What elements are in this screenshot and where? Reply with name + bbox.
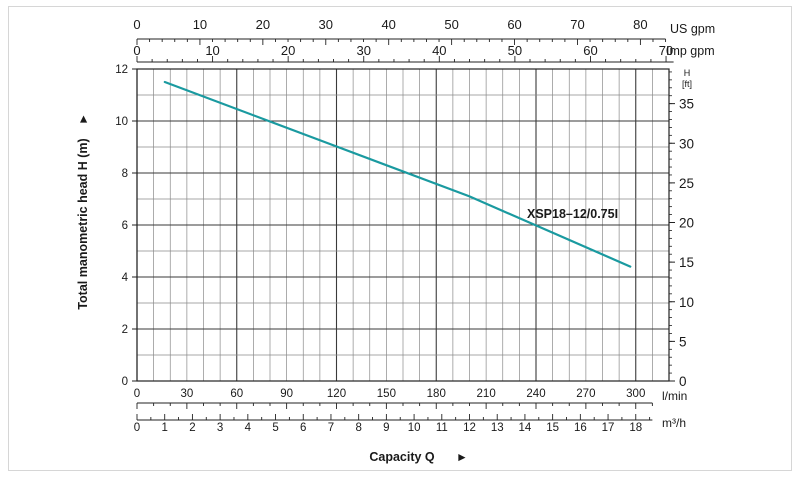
- y-tick-label-m: 6: [122, 220, 128, 232]
- usgpm-tick-label: 30: [319, 17, 333, 32]
- m3h-tick-label: 12: [463, 422, 476, 434]
- usgpm-tick-label: 0: [133, 17, 140, 32]
- y-tick-label-ft: 5: [679, 334, 687, 349]
- lmin-tick-label: 180: [427, 388, 446, 400]
- y-tick-label-m: 2: [122, 324, 128, 336]
- m3h-tick-label: 6: [300, 422, 306, 434]
- lmin-tick-label: 240: [526, 388, 545, 400]
- y-axis-arrow: ►: [76, 113, 90, 125]
- usgpm-tick-label: 10: [193, 17, 207, 32]
- impgpm-tick-label: 10: [205, 43, 219, 58]
- y-tick-label-m: 0: [122, 376, 128, 388]
- m3h-tick-label: 4: [245, 422, 252, 434]
- series-line: [163, 80, 632, 268]
- m3h-tick-label: 16: [574, 422, 587, 434]
- unit-usgpm: US gpm: [670, 22, 715, 36]
- lmin-tick-label: 120: [327, 388, 346, 400]
- y-tick-label-ft: 35: [679, 97, 694, 112]
- right-axis-title: H: [684, 68, 691, 78]
- m3h-tick-label: 15: [546, 422, 559, 434]
- y-tick-label-m: 4: [122, 272, 129, 284]
- m3h-tick-label: 0: [134, 422, 140, 434]
- usgpm-tick-label: 50: [444, 17, 458, 32]
- impgpm-tick-label: 50: [508, 43, 522, 58]
- m3h-tick-label: 2: [189, 422, 195, 434]
- y-tick-label-m: 10: [115, 116, 128, 128]
- grid: [136, 68, 670, 382]
- y-tick-label-m: 8: [122, 168, 128, 180]
- chart-frame: 0 2 4 6 8 10 12 0 5 10 15 20 25 30 35 0 10 20 30 40 50 60 70 80…: [8, 6, 792, 471]
- y-tick-label-ft: 20: [679, 216, 694, 231]
- m3h-tick-label: 8: [355, 422, 361, 434]
- m3h-tick-label: 5: [272, 422, 278, 434]
- impgpm-tick-label: 70: [659, 43, 673, 58]
- usgpm-tick-label: 20: [256, 17, 270, 32]
- right-axis-unit: [ft]: [682, 79, 692, 89]
- m3h-tick-label: 7: [328, 422, 334, 434]
- m3h-tick-label: 3: [217, 422, 223, 434]
- usgpm-tick-label: 60: [507, 17, 521, 32]
- y-tick-label-m: 12: [115, 64, 128, 76]
- unit-m3h: m³/h: [662, 416, 686, 430]
- lmin-tick-label: 150: [377, 388, 396, 400]
- usgpm-tick-label: 70: [570, 17, 584, 32]
- m3h-tick-label: 11: [436, 422, 448, 434]
- y-tick-label-ft: 0: [679, 374, 687, 389]
- x-axis-title: Capacity Q: [369, 450, 435, 464]
- series-layer: [163, 80, 632, 268]
- m3h-tick-label: 1: [162, 422, 168, 434]
- x-axis-arrow: ►: [456, 450, 468, 464]
- m3h-tick-label: 9: [383, 422, 389, 434]
- m3h-tick-label: 18: [629, 422, 642, 434]
- axes: [132, 38, 675, 421]
- lmin-tick-label: 90: [280, 388, 293, 400]
- lmin-tick-label: 0: [134, 388, 140, 400]
- unit-lmin: l/min: [662, 389, 687, 403]
- lmin-tick-label: 270: [576, 388, 595, 400]
- usgpm-tick-label: 40: [381, 17, 395, 32]
- m3h-tick-label: 17: [602, 422, 615, 434]
- lmin-tick-label: 210: [477, 388, 496, 400]
- y-tick-label-ft: 15: [679, 255, 694, 270]
- m3h-tick-label: 14: [519, 422, 532, 434]
- m3h-tick-label: 10: [408, 422, 421, 434]
- lmin-tick-label: 30: [180, 388, 193, 400]
- unit-impgpm: Imp gpm: [666, 44, 715, 58]
- usgpm-tick-label: 80: [633, 17, 647, 32]
- y-tick-label-ft: 10: [679, 295, 694, 310]
- impgpm-tick-label: 60: [583, 43, 597, 58]
- y-axis-title: Total manometric head H (m): [76, 138, 90, 309]
- m3h-tick-label: 13: [491, 422, 504, 434]
- series-label: XSP18–12/0.75I: [527, 207, 618, 221]
- impgpm-tick-label: 20: [281, 43, 295, 58]
- impgpm-tick-label: 0: [133, 43, 140, 58]
- lmin-tick-label: 60: [230, 388, 243, 400]
- impgpm-tick-label: 30: [356, 43, 370, 58]
- lmin-tick-label: 300: [626, 388, 645, 400]
- impgpm-tick-label: 40: [432, 43, 446, 58]
- y-tick-label-ft: 30: [679, 136, 694, 151]
- y-tick-label-ft: 25: [679, 176, 694, 191]
